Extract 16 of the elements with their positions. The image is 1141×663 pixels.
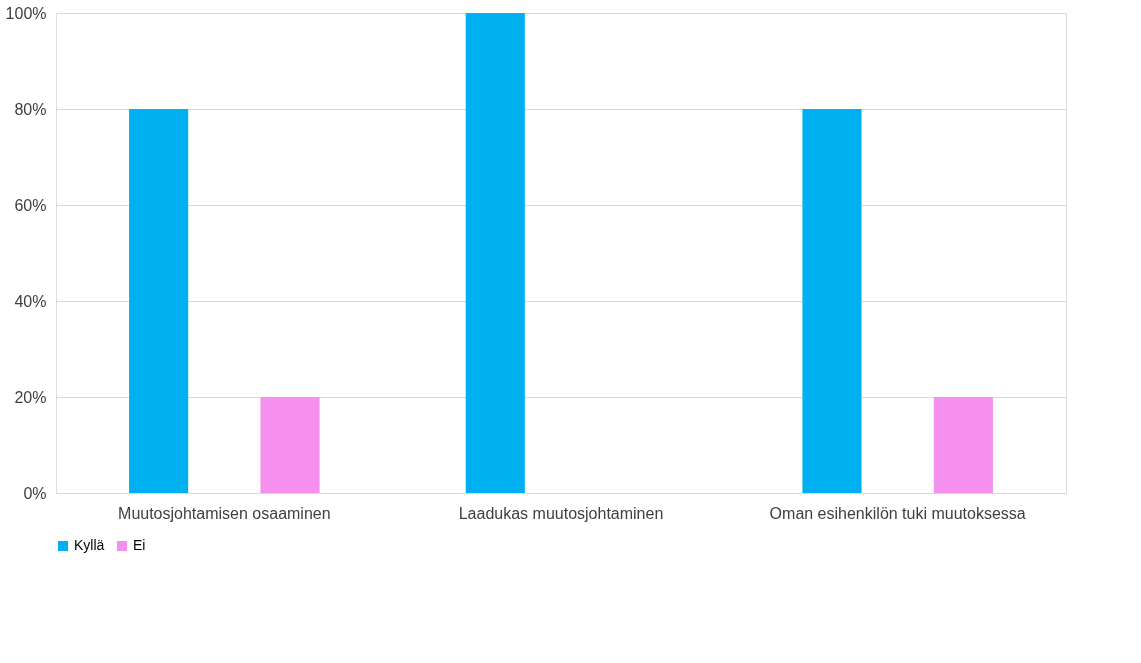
bar <box>465 13 525 493</box>
y-tick-label: 0% <box>23 484 47 502</box>
bar <box>129 109 189 493</box>
bar <box>933 397 993 493</box>
legend-label: Ei <box>133 537 146 553</box>
legend-label: Kyllä <box>74 537 105 553</box>
y-tick-label: 80% <box>14 100 47 118</box>
bar <box>260 397 320 493</box>
x-tick-label: Oman esihenkilön tuki muutoksessa <box>769 504 1026 522</box>
y-tick-label: 20% <box>14 388 47 406</box>
x-tick-label: Muutosjohtamisen osaaminen <box>118 504 331 522</box>
bar <box>802 109 862 493</box>
y-tick-label: 60% <box>14 196 47 214</box>
y-tick-label: 100% <box>5 4 47 22</box>
y-tick-label: 40% <box>14 292 47 310</box>
x-tick-label: Laadukas muutosjohtaminen <box>458 504 664 522</box>
